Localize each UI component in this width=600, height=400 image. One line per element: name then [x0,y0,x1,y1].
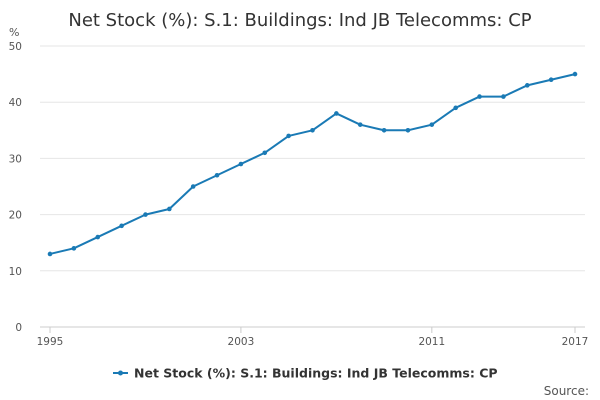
data-point-1997 [95,234,101,240]
data-point-2015 [524,83,530,88]
data-point-2013 [477,94,482,99]
y-tick-label-10: 10 [9,266,22,278]
y-tick-label-30: 30 [9,153,22,165]
y-tick-label-0: 0 [15,322,22,334]
series-line-0 [49,73,576,255]
data-point-1999 [143,212,148,217]
y-tick-label-20: 20 [9,210,22,222]
legend-series-marker [118,370,123,376]
data-point-1995 [47,251,53,257]
data-point-2001 [190,184,196,189]
data-point-2004 [262,150,268,156]
data-point-1998 [119,223,124,229]
data-point-2008 [357,122,363,127]
data-point-2006 [310,128,315,133]
chart-title: Net Stock (%): S.1: Buildings: Ind JB Te… [68,10,531,31]
data-point-2005 [286,133,291,139]
data-point-2009 [381,128,387,133]
data-point-2010 [405,128,411,133]
gridlines [40,45,585,272]
legend[interactable]: Net Stock (%): S.1: Buildings: Ind JB Te… [113,366,498,381]
y-tick-label-50: 50 [9,41,22,53]
y-axis-unit-label: % [9,26,19,39]
data-point-2003 [238,161,244,167]
data-point-2012 [453,105,458,111]
data-point-2007 [334,111,339,116]
x-tick-label-2003: 2003 [228,336,255,348]
data-point-2002 [214,172,220,178]
source-label: Source: [544,384,589,398]
y-tick-label-40: 40 [9,97,22,109]
data-point-2016 [548,77,554,83]
x-axis-tick-labels: 1995 2003 2011 2017 [37,336,589,348]
data-point-2000 [167,206,172,212]
x-axis [40,326,585,333]
data-point-2011 [429,122,435,127]
data-point-2014 [501,94,506,99]
x-tick-label-1995: 1995 [37,336,64,348]
x-tick-label-2011: 2011 [418,336,445,348]
x-tick-label-2017: 2017 [562,336,589,348]
data-point-2017 [572,71,578,77]
data-point-1996 [71,246,77,251]
legend-series-label: Net Stock (%): S.1: Buildings: Ind JB Te… [134,366,498,381]
y-axis-tick-labels: 0 10 20 30 40 50 [9,41,22,334]
series-group [47,71,578,257]
